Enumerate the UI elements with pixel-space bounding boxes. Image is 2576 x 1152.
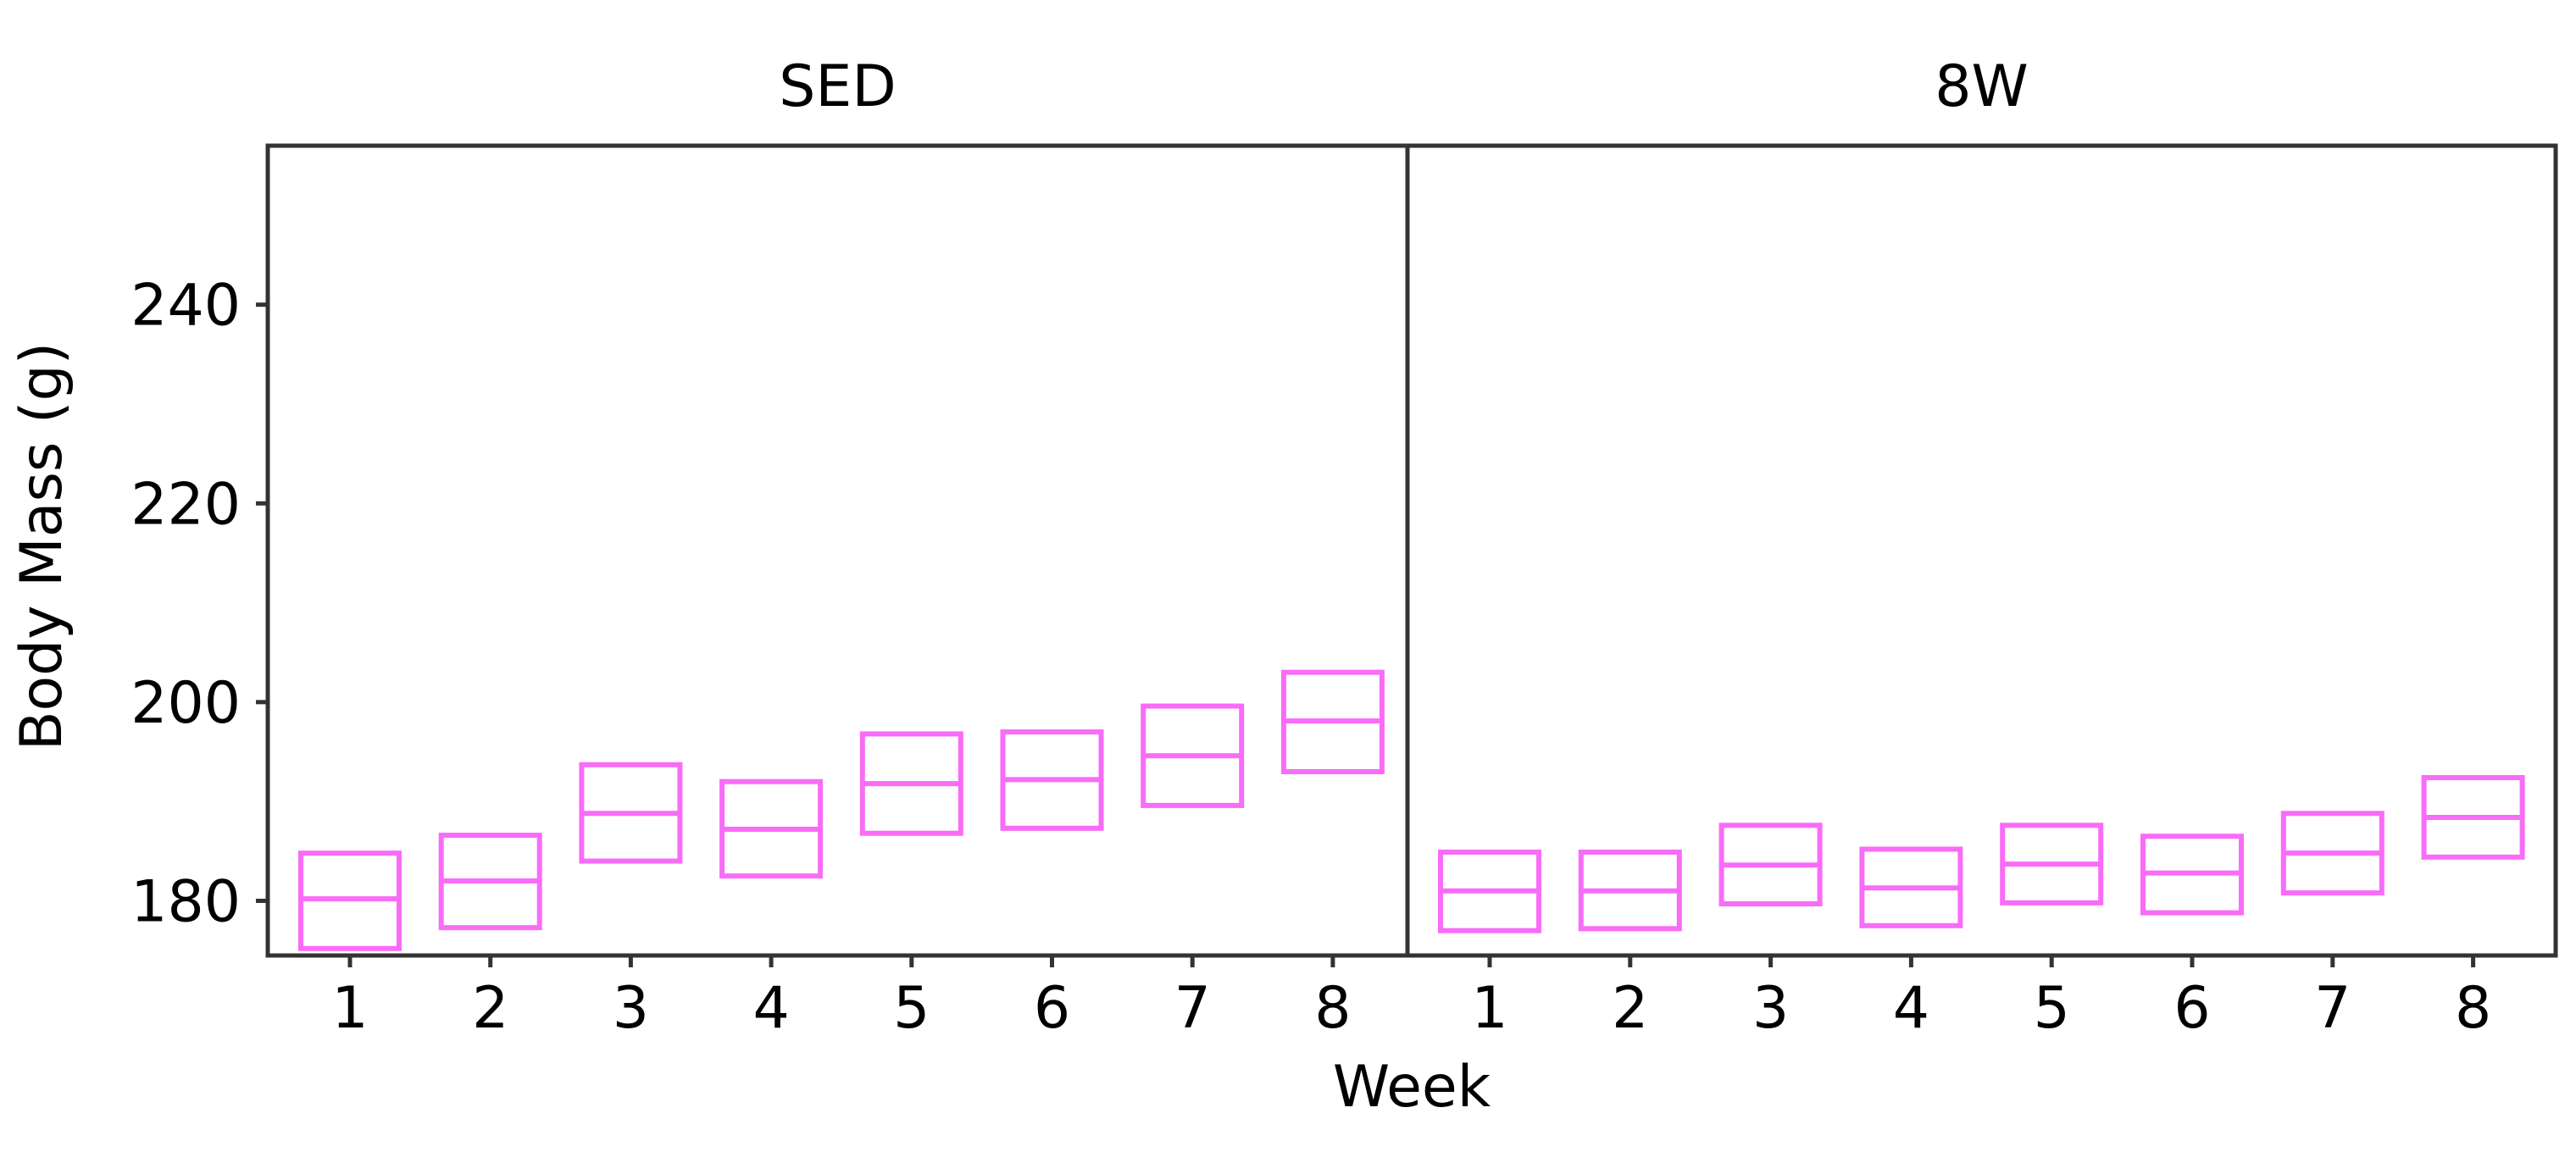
box-week-8 bbox=[1280, 669, 1385, 774]
box-week-7 bbox=[2280, 811, 2384, 896]
box-week-5 bbox=[2000, 822, 2104, 906]
x-tick-label: 8 bbox=[2455, 975, 2491, 1042]
x-tick-label: 6 bbox=[2174, 975, 2210, 1042]
y-tick-label: 220 bbox=[130, 471, 241, 538]
panel-title: SED bbox=[779, 53, 897, 120]
box-week-6 bbox=[2140, 834, 2244, 916]
y-tick-label: 200 bbox=[130, 670, 241, 737]
box-week-5 bbox=[859, 731, 963, 836]
panels-layer: SED 1 2 3 4 5 6 7 8 8W 1 2 3 4 5 6 7 8 bbox=[265, 53, 2558, 1042]
y-tick-label: 180 bbox=[130, 868, 241, 935]
box-week-4 bbox=[719, 778, 824, 879]
x-tick-label: 3 bbox=[1752, 975, 1789, 1042]
panel-sed: SED 1 2 3 4 5 6 7 8 bbox=[265, 53, 1410, 1042]
x-tick-label: 7 bbox=[1174, 975, 1211, 1042]
box-week-6 bbox=[1000, 729, 1104, 831]
x-tick-label: 6 bbox=[1034, 975, 1070, 1042]
x-tick-label: 5 bbox=[2034, 975, 2070, 1042]
box-week-2 bbox=[438, 833, 542, 931]
box-week-1 bbox=[298, 850, 402, 951]
box-week-8 bbox=[2421, 775, 2525, 860]
box-week-2 bbox=[1578, 850, 1682, 932]
panel-title: 8W bbox=[1935, 53, 2029, 120]
x-tick-label: 3 bbox=[613, 975, 649, 1042]
y-tick-label: 240 bbox=[130, 273, 241, 340]
x-tick-label: 2 bbox=[472, 975, 508, 1042]
x-tick-label: 5 bbox=[893, 975, 930, 1042]
box-week-3 bbox=[579, 762, 683, 864]
x-tick-label: 8 bbox=[1314, 975, 1351, 1042]
panel-frame bbox=[1405, 143, 2558, 958]
x-axis-label: Week bbox=[1333, 1054, 1491, 1121]
x-tick-label: 4 bbox=[1893, 975, 1929, 1042]
box-week-4 bbox=[1859, 846, 1963, 928]
x-tick-label: 1 bbox=[1471, 975, 1507, 1042]
x-tick-label: 7 bbox=[2314, 975, 2351, 1042]
y-axis: 180 200 220 240 bbox=[130, 273, 268, 935]
x-tick-label: 1 bbox=[331, 975, 368, 1042]
panel-8w: 8W 1 2 3 4 5 6 7 8 bbox=[1405, 53, 2558, 1042]
x-tick-label: 2 bbox=[1612, 975, 1648, 1042]
x-tick-label: 4 bbox=[752, 975, 789, 1042]
box-week-3 bbox=[1718, 822, 1823, 907]
box-week-1 bbox=[1438, 850, 1541, 933]
y-axis-label: Body Mass (g) bbox=[8, 342, 75, 750]
box-week-7 bbox=[1141, 703, 1245, 808]
